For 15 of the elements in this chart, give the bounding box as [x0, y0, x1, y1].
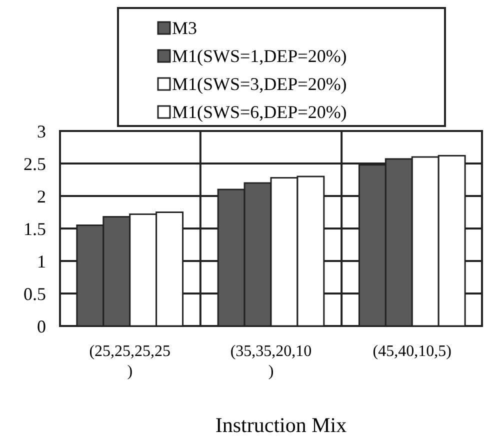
- y-tick-label: 2.5: [24, 154, 46, 174]
- y-tick-label: 1.5: [24, 218, 46, 239]
- x-tick-label: (45,40,10,5): [372, 343, 452, 360]
- y-tick-label: 0.5: [24, 284, 46, 304]
- legend-label: M3: [172, 18, 198, 38]
- y-tick-label: 0: [37, 316, 46, 336]
- y-tick-label: 3: [37, 121, 46, 142]
- legend-label: M1(SWS=1,DEP=20%): [172, 46, 347, 66]
- legend-label: M1(SWS=6,DEP=20%): [172, 102, 347, 122]
- legend-label: M1(SWS=3,DEP=20%): [172, 74, 347, 94]
- x-tick-label: (35,35,20,10): [230, 343, 312, 380]
- y-tick-label: 2: [37, 186, 46, 206]
- y-tick-label: 1: [37, 251, 46, 272]
- x-axis-title: Instruction Mix: [215, 413, 348, 437]
- x-tick-label: (25,25,25,25): [89, 343, 171, 380]
